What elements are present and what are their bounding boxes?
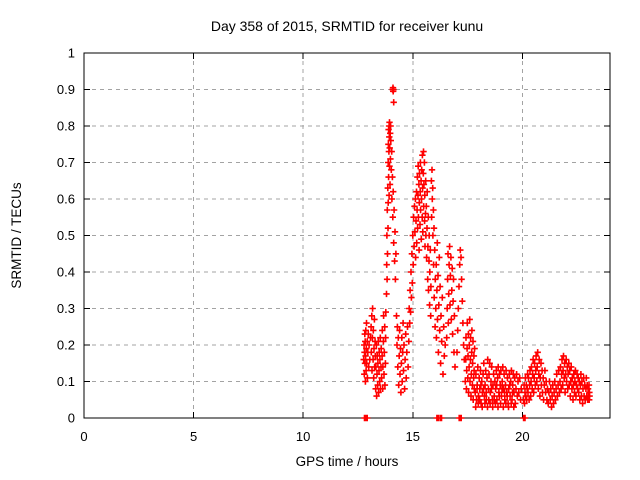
y-tick-label: 0.3: [57, 301, 75, 316]
y-tick-label: 0.9: [57, 82, 75, 97]
x-axis-label: GPS time / hours: [296, 454, 399, 469]
x-tick-label: 5: [190, 429, 197, 444]
grid-layer: [84, 53, 610, 418]
x-tick-label: 15: [406, 429, 420, 444]
y-tick-label: 0.1: [57, 374, 75, 389]
x-tick-label: 0: [80, 429, 87, 444]
y-tick-label: 0.8: [57, 119, 75, 134]
y-tick-label: 0.4: [57, 265, 75, 280]
plot-border: [83, 52, 611, 419]
y-axis-label: SRMTID / TECUs: [9, 182, 24, 289]
text-layer: Day 358 of 2015, SRMTID for receiver kun…: [9, 18, 530, 469]
y-tick-label: 1: [68, 46, 75, 61]
y-tick-label: 0.5: [57, 228, 75, 243]
y-tick-label: 0: [68, 411, 75, 426]
axis-layer: [83, 52, 611, 419]
chart-title: Day 358 of 2015, SRMTID for receiver kun…: [211, 18, 483, 34]
scatter-points-layer: [360, 84, 593, 422]
x-tick-label: 20: [515, 429, 529, 444]
y-tick-label: 0.6: [57, 192, 75, 207]
y-tick-label: 0.7: [57, 155, 75, 170]
y-tick-label: 0.2: [57, 338, 75, 353]
x-tick-label: 10: [296, 429, 310, 444]
data-points-srmtid: [360, 84, 593, 422]
